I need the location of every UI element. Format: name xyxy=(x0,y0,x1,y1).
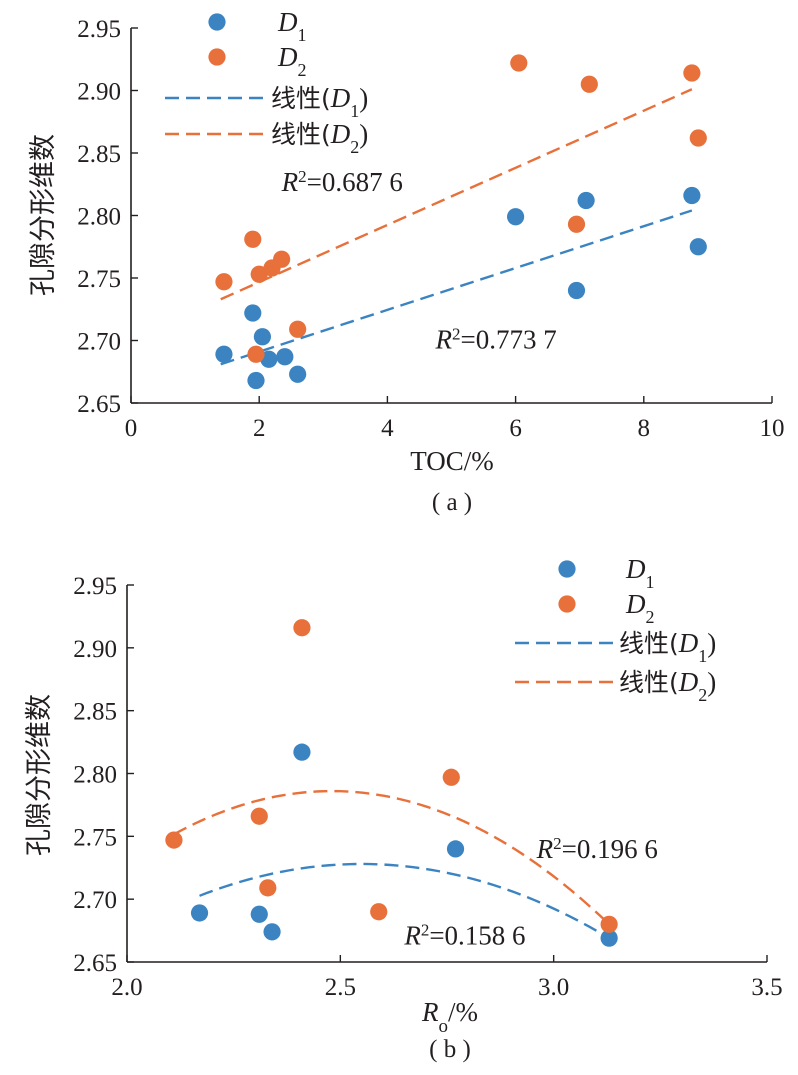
data-point-d1 xyxy=(293,743,311,761)
legend-marker-d1 xyxy=(558,560,576,578)
data-point-d1 xyxy=(600,929,618,947)
y-tick-label: 2.85 xyxy=(77,141,121,168)
data-point-d1 xyxy=(215,345,233,363)
legend-label: D1 xyxy=(277,7,307,45)
y-tick-label: 2.80 xyxy=(77,204,121,231)
y-tick-label: 2.70 xyxy=(77,329,121,356)
data-point-d1 xyxy=(247,371,265,390)
data-point-d1 xyxy=(689,238,707,256)
data-point-d2 xyxy=(250,265,268,283)
data-point-d2 xyxy=(689,129,707,147)
data-point-d1 xyxy=(446,840,465,858)
data-point-d2 xyxy=(293,619,311,637)
data-point-d2 xyxy=(259,879,277,897)
x-tick-label: 3.5 xyxy=(751,974,782,1001)
legend-label: D1 xyxy=(625,554,655,592)
data-point-d2 xyxy=(247,345,265,363)
y-tick-label: 2.90 xyxy=(77,79,121,106)
data-point-d1 xyxy=(567,281,586,300)
legend-label: 线性(D1) xyxy=(271,83,368,121)
data-point-d1 xyxy=(263,923,281,941)
data-point-d2 xyxy=(683,64,701,82)
data-point-d2 xyxy=(580,75,598,93)
y-tick-label: 2.95 xyxy=(77,16,121,43)
x-tick-label: 2.5 xyxy=(325,974,356,1001)
data-point-d1 xyxy=(190,904,209,922)
legend-label: 线性(D2) xyxy=(271,119,368,157)
data-point-d1 xyxy=(250,905,268,923)
data-point-d1 xyxy=(577,191,595,210)
y-axis-title: 孔隙分形维数 xyxy=(24,694,55,856)
data-point-d2 xyxy=(600,915,618,933)
legend-marker-d2 xyxy=(558,595,576,613)
fit-line-d1 xyxy=(220,209,693,366)
x-tick-label: 3.0 xyxy=(538,974,569,1001)
panel-caption: ( a ) xyxy=(432,489,472,516)
y-tick-label: 2.70 xyxy=(73,887,117,914)
chart-panel-a: 2.65 2.70 2.75 2.80 2.85 2.90 2.95 0 2 4 6 8 10 孔隙分形维… xyxy=(28,7,785,516)
fit-line-d2 xyxy=(220,88,693,301)
data-point-d2 xyxy=(370,903,388,921)
data-point-d1 xyxy=(683,186,701,205)
x-tick-label: 0 xyxy=(125,415,138,442)
data-point-d1 xyxy=(276,348,294,366)
data-point-d2 xyxy=(510,54,528,72)
data-point-d2 xyxy=(165,831,183,849)
r-squared-annotation: R2=0.158 6 xyxy=(403,920,525,951)
x-tick-label: 6 xyxy=(509,415,522,442)
y-tick-label: 2.80 xyxy=(73,762,117,789)
fit-line-d1 xyxy=(199,862,610,940)
legend-label: D2 xyxy=(277,42,307,80)
data-point-d2 xyxy=(289,320,307,338)
y-tick-label: 2.90 xyxy=(73,636,117,663)
y-tick-label: 2.65 xyxy=(77,391,121,418)
fit-line-d2 xyxy=(173,789,610,926)
data-point-d1 xyxy=(289,365,307,383)
data-point-d2 xyxy=(244,230,262,248)
y-tick-label: 2.65 xyxy=(73,950,117,977)
y-tick-label: 2.95 xyxy=(73,573,117,600)
x-axis-title: TOC/% xyxy=(410,446,494,476)
legend-marker-d2 xyxy=(208,48,226,66)
r-squared-annotation: R2=0.773 7 xyxy=(434,324,556,355)
data-point-d1 xyxy=(506,208,525,226)
x-tick-label: 8 xyxy=(638,415,651,442)
chart-panel-b: 2.65 2.70 2.75 2.80 2.85 2.90 2.95 2.0 2.5 3.0 3.5… xyxy=(24,554,783,1063)
r-squared-annotation: R2=0.196 6 xyxy=(536,833,658,864)
data-point-d2 xyxy=(273,250,291,268)
y-tick-label: 2.75 xyxy=(73,824,117,851)
x-tick-label: 2 xyxy=(253,415,266,442)
panel-caption: ( b ) xyxy=(429,1036,471,1063)
data-point-d2 xyxy=(442,768,460,786)
x-tick-label: 2.0 xyxy=(111,974,142,1001)
legend-label: 线性(D2) xyxy=(619,667,716,705)
x-axis-title: Ro/% xyxy=(421,997,478,1037)
data-point-d2 xyxy=(215,273,233,291)
data-point-d1 xyxy=(253,328,272,346)
x-tick-label: 4 xyxy=(381,415,394,442)
data-point-d2 xyxy=(567,215,586,233)
y-tick-label: 2.85 xyxy=(73,699,117,726)
r-squared-annotation: R2=0.687 6 xyxy=(281,166,403,197)
y-tick-label: 2.75 xyxy=(77,266,121,293)
data-point-d2 xyxy=(250,807,268,825)
legend-marker-d1 xyxy=(208,13,226,31)
legend-label: D2 xyxy=(625,589,655,627)
legend-label: 线性(D1) xyxy=(619,628,716,666)
x-tick-label: 10 xyxy=(760,415,785,442)
data-point-d1 xyxy=(244,304,262,322)
y-axis-title: 孔隙分形维数 xyxy=(28,134,59,296)
